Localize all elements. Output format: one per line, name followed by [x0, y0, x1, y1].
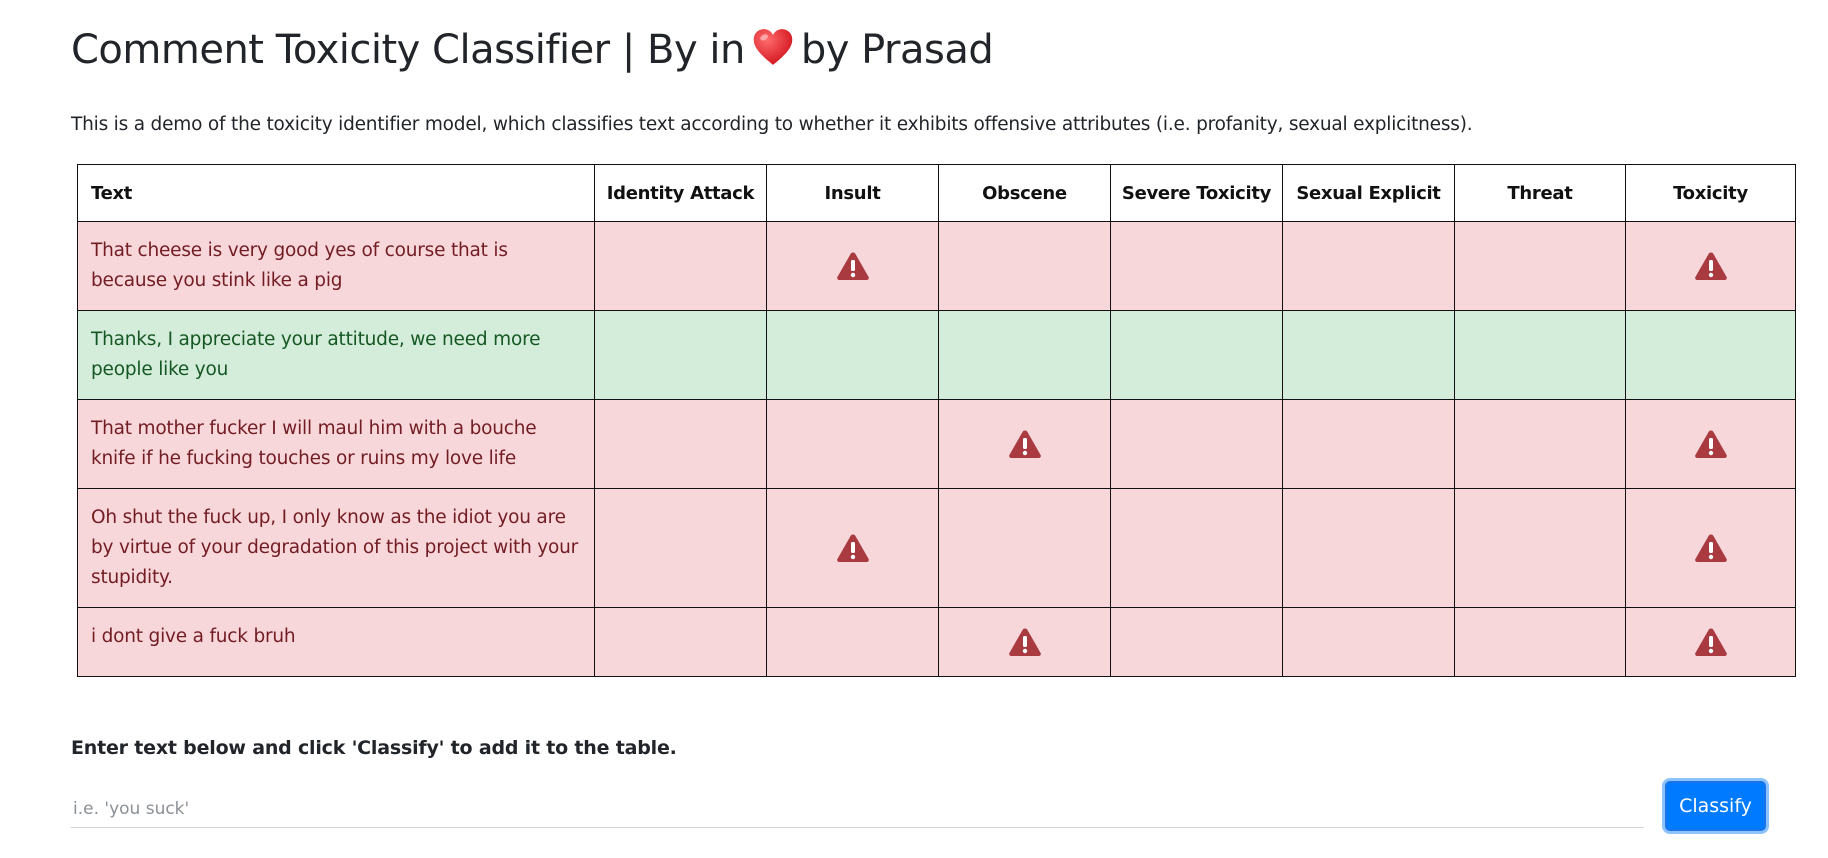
warning-triangle-icon	[1694, 534, 1727, 562]
flag-cell-sexual-explicit	[1282, 399, 1455, 489]
flag-cell-severe-toxicity	[1110, 607, 1283, 677]
flag-cell-threat	[1454, 399, 1626, 489]
warning-triangle-icon	[1008, 430, 1041, 458]
page-title: Comment Toxicity Classifier | By in by Pr…	[71, 22, 994, 78]
comment-input[interactable]	[71, 790, 1644, 828]
flag-cell-insult	[766, 607, 939, 677]
flag-cell-identity-attack	[594, 221, 767, 311]
flag-cell-identity-attack	[594, 488, 767, 608]
column-header-text: Text	[77, 164, 595, 222]
warning-triangle-icon	[1694, 430, 1727, 458]
comment-text-cell: Thanks, I appreciate your attitude, we n…	[77, 310, 595, 400]
comment-text-cell: i dont give a fuck bruh	[77, 607, 595, 677]
flag-cell-insult	[766, 310, 939, 400]
table-body: That cheese is very good yes of course t…	[77, 221, 1796, 677]
flag-cell-sexual-explicit	[1282, 221, 1455, 311]
column-header-sexual-explicit: Sexual Explicit	[1282, 164, 1455, 222]
flag-cell-obscene	[938, 607, 1111, 677]
flag-cell-threat	[1454, 607, 1626, 677]
flag-cell-toxicity	[1625, 221, 1796, 311]
flag-cell-threat	[1454, 488, 1626, 608]
warning-triangle-icon	[1694, 252, 1727, 280]
table-row: Thanks, I appreciate your attitude, we n…	[77, 310, 1796, 400]
flag-cell-insult	[766, 399, 939, 489]
flag-cell-severe-toxicity	[1110, 488, 1283, 608]
comment-text-cell: Oh shut the fuck up, I only know as the …	[77, 488, 595, 608]
heart-icon	[753, 29, 793, 65]
flag-cell-toxicity	[1625, 488, 1796, 608]
flag-cell-severe-toxicity	[1110, 310, 1283, 400]
column-header-identity-attack: Identity Attack	[594, 164, 767, 222]
flag-cell-threat	[1454, 221, 1626, 311]
flag-cell-obscene	[938, 399, 1111, 489]
table-row: i dont give a fuck bruh	[77, 607, 1796, 677]
flag-cell-identity-attack	[594, 310, 767, 400]
table-header: Text Identity Attack Insult Obscene Seve…	[77, 164, 1796, 222]
table-row: That cheese is very good yes of course t…	[77, 221, 1796, 311]
page-title-prefix: Comment Toxicity Classifier | By in	[71, 27, 745, 73]
flag-cell-severe-toxicity	[1110, 221, 1283, 311]
warning-triangle-icon	[1008, 628, 1041, 656]
header-row: Text Identity Attack Insult Obscene Seve…	[77, 164, 1796, 222]
column-header-obscene: Obscene	[938, 164, 1111, 222]
flag-cell-identity-attack	[594, 607, 767, 677]
classify-button[interactable]: Classify	[1665, 781, 1766, 831]
flag-cell-severe-toxicity	[1110, 399, 1283, 489]
warning-triangle-icon	[836, 534, 869, 562]
flag-cell-obscene	[938, 310, 1111, 400]
flag-cell-obscene	[938, 488, 1111, 608]
flag-cell-threat	[1454, 310, 1626, 400]
table-row: Oh shut the fuck up, I only know as the …	[77, 488, 1796, 608]
comment-text-cell: That mother fucker I will maul him with …	[77, 399, 595, 489]
page-title-suffix: by Prasad	[800, 27, 994, 73]
page-description: This is a demo of the toxicity identifie…	[71, 114, 1473, 135]
column-header-insult: Insult	[766, 164, 939, 222]
results-table: Text Identity Attack Insult Obscene Seve…	[77, 164, 1796, 677]
flag-cell-insult	[766, 488, 939, 608]
comment-text-cell: That cheese is very good yes of course t…	[77, 221, 595, 311]
form-instruction: Enter text below and click 'Classify' to…	[71, 737, 677, 759]
column-header-toxicity: Toxicity	[1625, 164, 1796, 222]
table-row: That mother fucker I will maul him with …	[77, 399, 1796, 489]
column-header-severe-toxicity: Severe Toxicity	[1110, 164, 1283, 222]
flag-cell-identity-attack	[594, 399, 767, 489]
flag-cell-sexual-explicit	[1282, 488, 1455, 608]
flag-cell-sexual-explicit	[1282, 310, 1455, 400]
flag-cell-insult	[766, 221, 939, 311]
warning-triangle-icon	[1694, 628, 1727, 656]
column-header-threat: Threat	[1454, 164, 1626, 222]
warning-triangle-icon	[836, 252, 869, 280]
flag-cell-toxicity	[1625, 399, 1796, 489]
flag-cell-toxicity	[1625, 607, 1796, 677]
flag-cell-obscene	[938, 221, 1111, 311]
flag-cell-sexual-explicit	[1282, 607, 1455, 677]
flag-cell-toxicity	[1625, 310, 1796, 400]
